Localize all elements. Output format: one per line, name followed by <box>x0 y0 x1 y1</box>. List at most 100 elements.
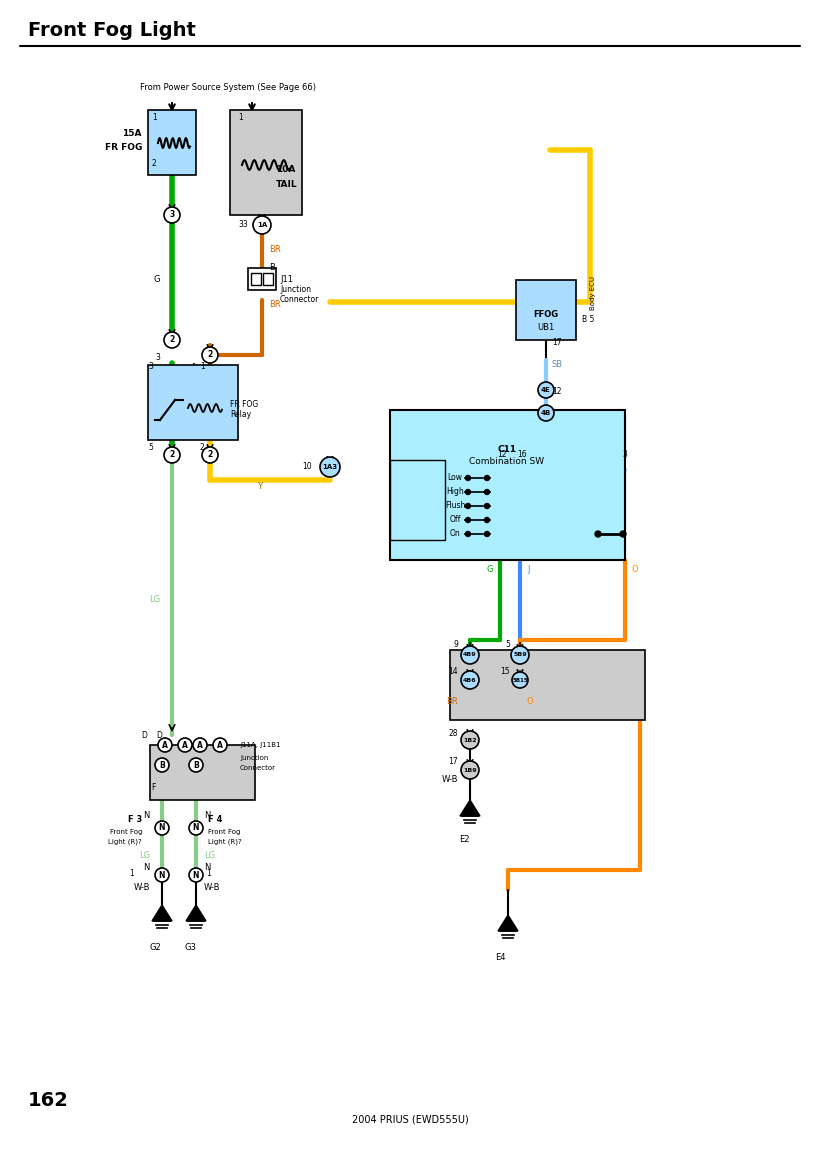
Text: 2: 2 <box>207 451 212 459</box>
Text: A: A <box>162 741 168 750</box>
FancyBboxPatch shape <box>147 110 196 175</box>
Circle shape <box>484 475 489 481</box>
Text: Y: Y <box>536 290 542 300</box>
Text: 2: 2 <box>170 335 174 344</box>
Circle shape <box>537 404 554 421</box>
Text: Light (R)?: Light (R)? <box>208 839 242 845</box>
FancyBboxPatch shape <box>251 274 260 285</box>
Text: 1: 1 <box>152 114 156 123</box>
FancyBboxPatch shape <box>390 410 624 560</box>
FancyBboxPatch shape <box>150 745 255 800</box>
Circle shape <box>192 738 206 752</box>
FancyBboxPatch shape <box>247 268 276 290</box>
Text: 15: 15 <box>500 668 509 677</box>
Text: 1: 1 <box>206 868 210 877</box>
Circle shape <box>460 646 478 664</box>
Text: 3: 3 <box>170 211 174 219</box>
Text: N: N <box>143 810 150 819</box>
Circle shape <box>619 531 625 537</box>
Text: On: On <box>449 530 459 539</box>
Text: BR: BR <box>269 300 280 309</box>
Text: 15A: 15A <box>122 129 142 138</box>
Text: 1B9: 1B9 <box>463 767 476 773</box>
Text: N: N <box>192 824 199 832</box>
Text: LG: LG <box>149 596 160 605</box>
Text: F 3: F 3 <box>128 816 142 824</box>
FancyBboxPatch shape <box>147 365 238 440</box>
Text: FR FOG: FR FOG <box>229 401 258 409</box>
Circle shape <box>188 821 203 834</box>
Circle shape <box>595 531 600 537</box>
FancyBboxPatch shape <box>263 274 273 285</box>
Text: C11: C11 <box>497 445 516 454</box>
Circle shape <box>201 447 218 462</box>
Text: 5B9: 5B9 <box>513 653 526 657</box>
Circle shape <box>465 503 470 509</box>
Text: 5: 5 <box>505 641 509 649</box>
Circle shape <box>155 868 169 882</box>
Polygon shape <box>459 800 479 816</box>
Circle shape <box>484 503 489 509</box>
Circle shape <box>188 758 203 772</box>
Text: Connector: Connector <box>279 296 319 305</box>
Text: Dimmer SW: Dimmer SW <box>395 475 440 484</box>
Text: SB: SB <box>551 421 563 430</box>
FancyBboxPatch shape <box>229 110 301 216</box>
Text: 9: 9 <box>453 641 458 649</box>
Text: B: B <box>269 263 274 272</box>
Circle shape <box>465 532 470 537</box>
Circle shape <box>164 331 180 348</box>
Text: Off: Off <box>449 516 460 525</box>
Text: F: F <box>152 783 156 793</box>
Text: O: O <box>631 566 638 575</box>
Text: 3: 3 <box>622 451 627 459</box>
Circle shape <box>465 489 470 495</box>
Text: Fog SW: Fog SW <box>404 525 432 534</box>
Circle shape <box>460 761 478 779</box>
Text: 10A: 10A <box>276 166 295 175</box>
Text: 1A: 1A <box>256 223 267 228</box>
Circle shape <box>484 532 489 537</box>
Text: SB: SB <box>551 360 563 370</box>
Text: B: B <box>193 760 199 770</box>
Text: 2: 2 <box>200 444 205 452</box>
Text: Flush: Flush <box>444 502 464 510</box>
Text: From Power Source System (See Page 66): From Power Source System (See Page 66) <box>140 83 315 93</box>
FancyBboxPatch shape <box>390 460 445 540</box>
Text: B 5: B 5 <box>581 315 594 325</box>
Circle shape <box>201 347 218 363</box>
Text: 1: 1 <box>191 364 196 372</box>
Text: 1: 1 <box>200 363 205 372</box>
Text: N: N <box>192 870 199 880</box>
Circle shape <box>164 207 180 223</box>
Text: 14: 14 <box>551 410 561 420</box>
Circle shape <box>460 731 478 749</box>
Text: N: N <box>204 810 210 819</box>
Text: 4E: 4E <box>541 387 550 393</box>
Text: J11: J11 <box>279 276 292 284</box>
Circle shape <box>178 738 192 752</box>
Text: A: A <box>197 741 202 750</box>
Text: Front Fog: Front Fog <box>110 829 142 834</box>
Circle shape <box>164 447 180 462</box>
Circle shape <box>188 868 203 882</box>
Text: Front Fog: Front Fog <box>208 829 240 834</box>
Text: A: A <box>182 741 188 750</box>
Circle shape <box>484 518 489 523</box>
Text: E4: E4 <box>494 954 505 962</box>
Text: 2004 PRIUS (EWD555U): 2004 PRIUS (EWD555U) <box>351 1115 468 1125</box>
Text: 17: 17 <box>551 338 561 348</box>
Text: 3: 3 <box>147 363 152 372</box>
Text: G: G <box>486 566 492 575</box>
Text: LG: LG <box>204 851 215 860</box>
Text: Front Fog Light: Front Fog Light <box>28 21 196 39</box>
Text: A: A <box>217 741 223 750</box>
Text: F 4: F 4 <box>208 816 222 824</box>
Text: 5: 5 <box>147 444 152 452</box>
Text: G3: G3 <box>183 943 196 953</box>
Text: 4B6: 4B6 <box>463 678 476 683</box>
Text: 2: 2 <box>170 451 174 459</box>
Text: BR: BR <box>269 246 280 255</box>
Text: O: O <box>527 698 533 707</box>
Text: N: N <box>159 824 165 832</box>
